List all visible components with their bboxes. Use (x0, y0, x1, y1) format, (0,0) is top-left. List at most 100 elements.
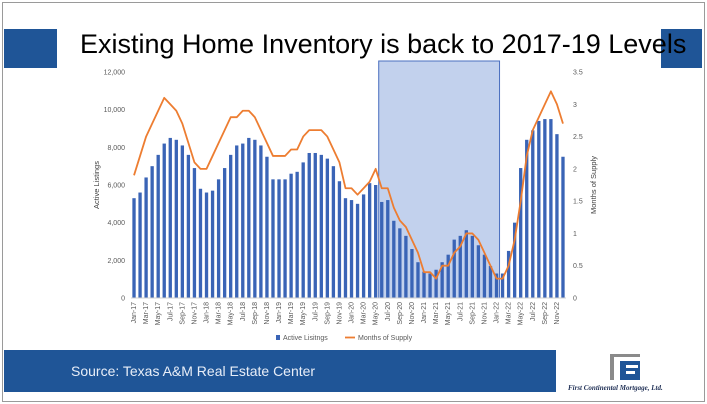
bar-Nov-18 (265, 156, 269, 298)
x-tick-label: Mar-21 (433, 302, 440, 324)
bar-Sep-19 (325, 158, 330, 298)
bar-May-19 (301, 162, 305, 298)
x-tick-label: Nov-17 (191, 302, 198, 325)
bar-Feb-19 (283, 179, 287, 298)
bar-Dec-19 (343, 198, 348, 298)
bar-Sep-18 (253, 139, 257, 298)
x-tick-label: Nov-18 (264, 302, 271, 325)
x-tick-label: Jan-21 (421, 302, 428, 324)
y2-tick-label: 0 (573, 296, 577, 303)
bar-Jul-20 (386, 200, 390, 298)
bar-Jun-22 (525, 139, 529, 298)
bar-Nov-17 (192, 168, 197, 298)
bar-Jul-17 (168, 137, 172, 298)
x-tick-label: Nov-21 (481, 302, 488, 325)
x-tick-label: Mar-19 (288, 302, 295, 324)
x-tick-label: Nov-20 (409, 302, 416, 325)
x-tick-label: Jul-21 (457, 302, 464, 321)
bar-Jun-21 (452, 239, 456, 298)
x-tick-label: Jul-18 (240, 302, 247, 321)
bar-Feb-22 (500, 273, 505, 298)
slide-title: Existing Home Inventory is back to 2017-… (80, 29, 687, 59)
bar-Jul-18 (241, 143, 245, 298)
x-tick-label: Mar-17 (143, 302, 150, 324)
x-tick-label: May-20 (373, 302, 380, 325)
bar-Jul-21 (458, 235, 462, 298)
bar-Oct-18 (259, 145, 263, 298)
company-logo-icon (610, 354, 640, 380)
bar-Jan-22 (494, 273, 499, 298)
bar-May-22 (519, 168, 523, 298)
bar-Jun-17 (162, 143, 166, 298)
x-tick-label: Sep-21 (469, 302, 476, 325)
bar-Aug-20 (392, 220, 396, 298)
y2-tick-label: 2.5 (573, 134, 583, 141)
legend-swatch-bars (276, 335, 280, 340)
bar-Jan-21 (422, 271, 426, 298)
y-tick-label: 10,000 (104, 107, 126, 114)
bar-Oct-17 (186, 154, 191, 298)
x-tick-label: Sep-22 (542, 302, 549, 325)
bar-Jan-19 (277, 179, 281, 298)
x-tick-label: Jan-19 (276, 302, 283, 324)
bar-May-21 (446, 254, 450, 298)
bar-Aug-19 (319, 154, 323, 298)
bar-Oct-19 (331, 166, 336, 298)
x-tick-label: May-18 (228, 302, 235, 325)
bar-Mar-22 (506, 250, 511, 298)
bar-May-18 (229, 154, 233, 298)
bar-Mar-18 (216, 179, 221, 298)
bar-Jul-22 (531, 130, 535, 298)
bar-Jan-17 (132, 198, 136, 298)
bar-Mar-17 (144, 177, 148, 298)
bar-Sep-17 (180, 145, 185, 298)
x-tick-label: Jul-19 (312, 302, 319, 321)
x-tick-label: Jan-22 (494, 302, 501, 324)
bar-Feb-17 (138, 192, 142, 298)
bar-Jun-18 (235, 145, 239, 298)
bar-Nov-21 (482, 254, 487, 298)
y-axis-title: Active Listings (92, 161, 101, 209)
x-tick-label: May-22 (518, 302, 525, 325)
bar-Oct-22 (549, 119, 553, 298)
y-tick-label: 8,000 (107, 145, 125, 152)
y2-tick-label: 1.5 (573, 199, 583, 206)
bar-Dec-18 (271, 179, 275, 298)
bar-Apr-20 (367, 183, 372, 298)
x-tick-label: Sep-17 (179, 302, 186, 325)
legend-label-line: Months of Supply (358, 335, 413, 342)
y-tick-label: 12,000 (104, 70, 126, 77)
bar-Nov-20 (410, 249, 414, 298)
x-tick-label: Sep-20 (397, 302, 404, 325)
bar-Jun-20 (380, 201, 384, 298)
x-tick-label: Sep-18 (252, 302, 259, 325)
legend-label-bars: Active Lisitngs (283, 335, 328, 342)
company-logo-text: First Continental Mortgage, Ltd. (568, 384, 663, 392)
x-tick-label: Jul-22 (530, 302, 537, 321)
bar-Jan-18 (204, 192, 209, 298)
bar-Apr-21 (440, 262, 444, 298)
x-tick-label: Mar-22 (506, 302, 513, 324)
y2-tick-label: 3 (573, 102, 577, 109)
bar-Jan-20 (349, 200, 354, 298)
bar-Dec-21 (488, 265, 493, 298)
x-tick-label: Jul-17 (167, 302, 174, 321)
title-accent-left (4, 29, 57, 68)
x-tick-label: Jan-20 (349, 302, 356, 324)
bar-Aug-17 (174, 139, 178, 298)
x-tick-label: Mar-20 (361, 302, 368, 324)
bar-Dec-20 (416, 262, 420, 298)
y2-tick-label: 2 (573, 166, 577, 173)
y2-tick-label: 0.5 (573, 263, 583, 270)
x-tick-label: Nov-22 (554, 302, 561, 325)
highlight-region (378, 60, 501, 299)
months-of-supply-line (133, 90, 564, 280)
x-tick-label: Jan-17 (131, 302, 138, 324)
bar-Feb-20 (355, 203, 360, 298)
bar-Sep-21 (470, 235, 475, 298)
x-tick-label: Sep-19 (324, 302, 331, 325)
bar-Nov-19 (337, 181, 342, 298)
bar-Mar-19 (289, 173, 293, 298)
y-tick-label: 2,000 (107, 258, 125, 265)
